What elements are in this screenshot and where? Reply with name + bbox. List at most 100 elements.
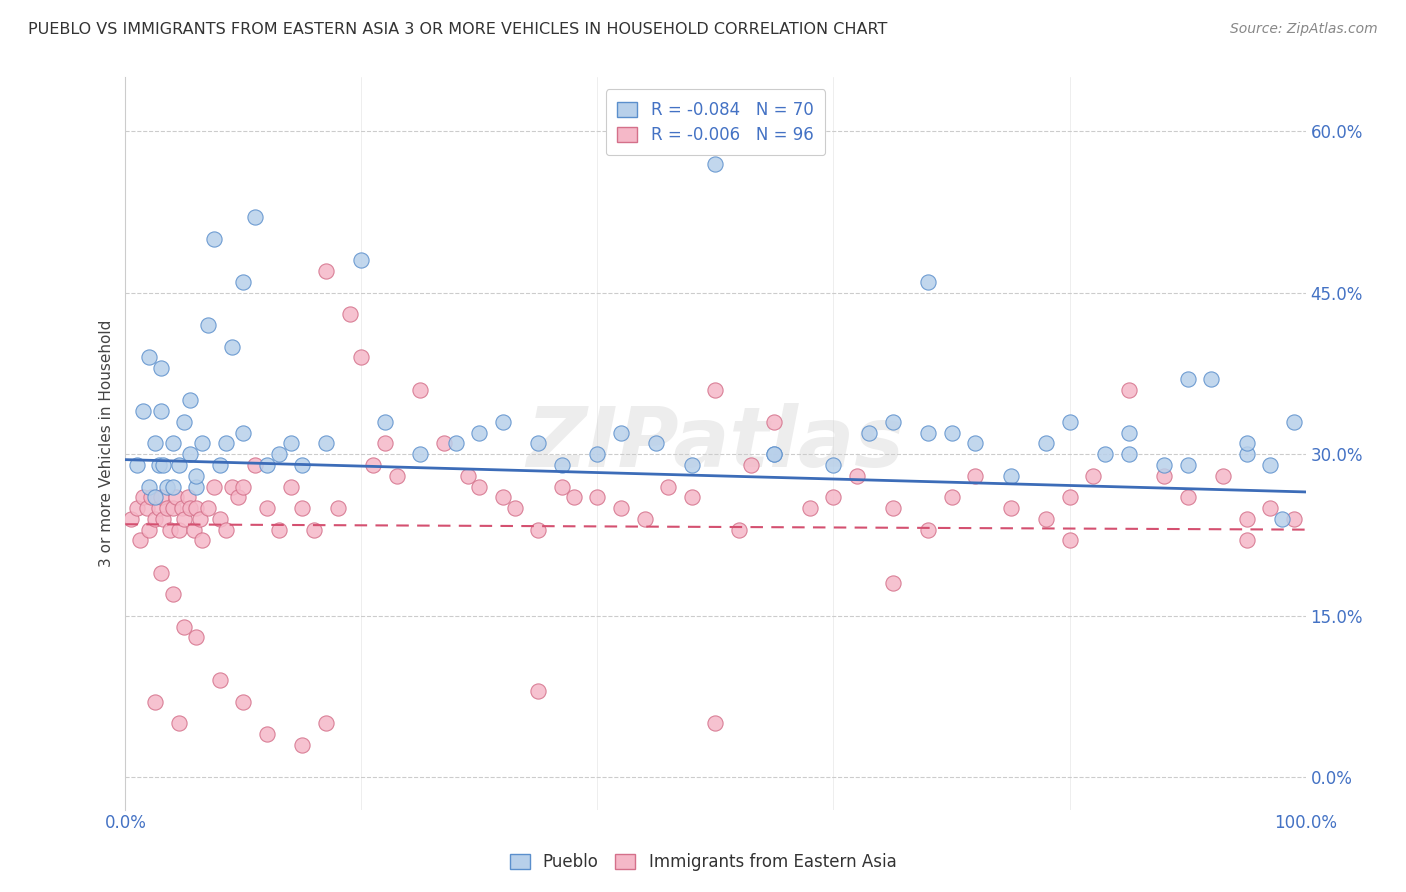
Point — [128, 533, 150, 548]
Point — [1059, 533, 1081, 548]
Point — [1094, 447, 1116, 461]
Point — [149, 566, 172, 580]
Point — [232, 479, 254, 493]
Point — [291, 738, 314, 752]
Point — [186, 501, 208, 516]
Text: PUEBLO VS IMMIGRANTS FROM EASTERN ASIA 3 OR MORE VEHICLES IN HOUSEHOLD CORRELATI: PUEBLO VS IMMIGRANTS FROM EASTERN ASIA 3… — [28, 22, 887, 37]
Y-axis label: 3 or more Vehicles in Household: 3 or more Vehicles in Household — [100, 320, 114, 567]
Point — [232, 695, 254, 709]
Point — [1282, 512, 1305, 526]
Point — [191, 436, 214, 450]
Point — [1153, 468, 1175, 483]
Point — [1236, 436, 1258, 450]
Point — [1153, 458, 1175, 472]
Point — [127, 458, 149, 472]
Point — [823, 491, 845, 505]
Point — [141, 491, 163, 505]
Point — [162, 479, 184, 493]
Text: Source: ZipAtlas.com: Source: ZipAtlas.com — [1230, 22, 1378, 37]
Point — [457, 468, 479, 483]
Point — [882, 576, 904, 591]
Point — [138, 351, 160, 365]
Point — [740, 458, 762, 472]
Point — [152, 512, 174, 526]
Point — [350, 351, 373, 365]
Point — [304, 523, 326, 537]
Point — [143, 491, 166, 505]
Point — [167, 523, 190, 537]
Point — [1236, 512, 1258, 526]
Point — [156, 479, 179, 493]
Point — [882, 415, 904, 429]
Point — [551, 458, 574, 472]
Point — [1118, 425, 1140, 440]
Point — [156, 501, 179, 516]
Point — [280, 479, 302, 493]
Point — [197, 501, 219, 516]
Point — [326, 501, 349, 516]
Point — [917, 275, 939, 289]
Point — [846, 468, 869, 483]
Legend: R = -0.084   N = 70, R = -0.006   N = 96: R = -0.084 N = 70, R = -0.006 N = 96 — [606, 89, 825, 155]
Point — [165, 491, 187, 505]
Point — [179, 393, 201, 408]
Point — [215, 436, 238, 450]
Point — [763, 447, 786, 461]
Point — [704, 383, 727, 397]
Point — [1212, 468, 1234, 483]
Point — [1000, 501, 1022, 516]
Point — [232, 275, 254, 289]
Point — [562, 491, 585, 505]
Point — [1236, 533, 1258, 548]
Point — [468, 479, 491, 493]
Point — [148, 458, 170, 472]
Point — [256, 501, 278, 516]
Point — [409, 447, 432, 461]
Point — [1271, 512, 1294, 526]
Point — [173, 512, 195, 526]
Point — [232, 425, 254, 440]
Point — [374, 415, 396, 429]
Point — [941, 425, 963, 440]
Point — [167, 716, 190, 731]
Point — [799, 501, 821, 516]
Point — [179, 447, 201, 461]
Point — [1081, 468, 1104, 483]
Point — [267, 447, 290, 461]
Point — [280, 436, 302, 450]
Point — [468, 425, 491, 440]
Point — [374, 436, 396, 450]
Point — [823, 458, 845, 472]
Point — [681, 491, 703, 505]
Point — [1199, 372, 1222, 386]
Point — [610, 501, 633, 516]
Point — [173, 619, 195, 633]
Point — [226, 491, 249, 505]
Point — [527, 436, 550, 450]
Point — [315, 436, 337, 450]
Point — [763, 447, 786, 461]
Point — [152, 458, 174, 472]
Point — [256, 458, 278, 472]
Point — [1282, 415, 1305, 429]
Point — [267, 523, 290, 537]
Point — [1118, 383, 1140, 397]
Text: ZIPatlas: ZIPatlas — [527, 403, 904, 484]
Point — [586, 491, 609, 505]
Point — [162, 587, 184, 601]
Point — [1258, 501, 1281, 516]
Point — [191, 533, 214, 548]
Point — [917, 425, 939, 440]
Point — [527, 523, 550, 537]
Point — [149, 361, 172, 376]
Point — [315, 264, 337, 278]
Point — [291, 501, 314, 516]
Point — [143, 436, 166, 450]
Point — [186, 468, 208, 483]
Point — [188, 512, 211, 526]
Point — [728, 523, 751, 537]
Point — [917, 523, 939, 537]
Point — [245, 211, 267, 225]
Point — [1177, 458, 1199, 472]
Point — [657, 479, 679, 493]
